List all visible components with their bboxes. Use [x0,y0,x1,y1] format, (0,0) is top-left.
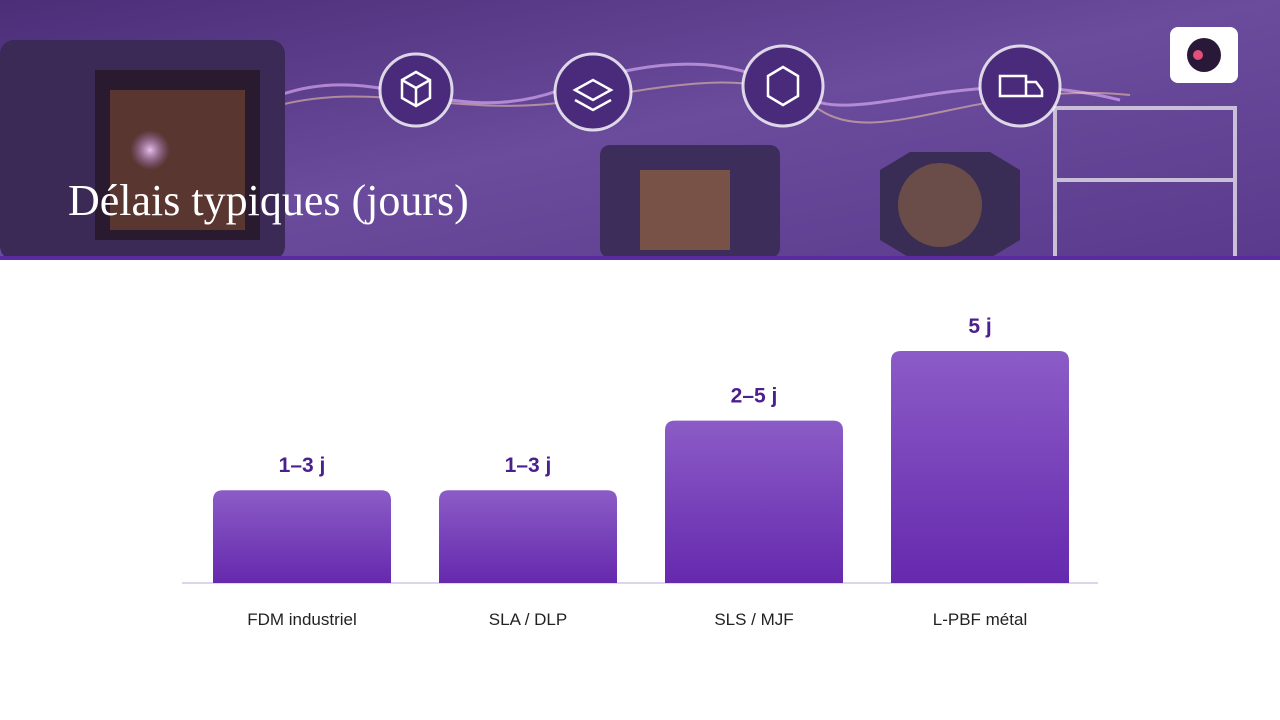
slide-title: Délais typiques (jours) [68,176,469,225]
x-tick-label: SLS / MJF [714,610,793,629]
banner [0,0,1280,260]
x-tick-label: SLA / DLP [489,610,567,629]
logo [1170,27,1238,83]
bar [213,490,391,583]
x-tick-label: FDM industriel [247,610,357,629]
value-label: 1–3 j [279,454,326,477]
value-label: 2–5 j [731,385,778,408]
bar [665,420,843,583]
x-tick-label: L-PBF métal [933,610,1027,629]
plot-area: 1–3 j FDM industriel 1–3 j SLA / DLP 2–5 j SL… [182,315,1098,629]
value-label: 5 j [968,315,991,338]
value-label: 1–3 j [505,454,552,477]
bar [891,351,1069,583]
bar [439,490,617,583]
